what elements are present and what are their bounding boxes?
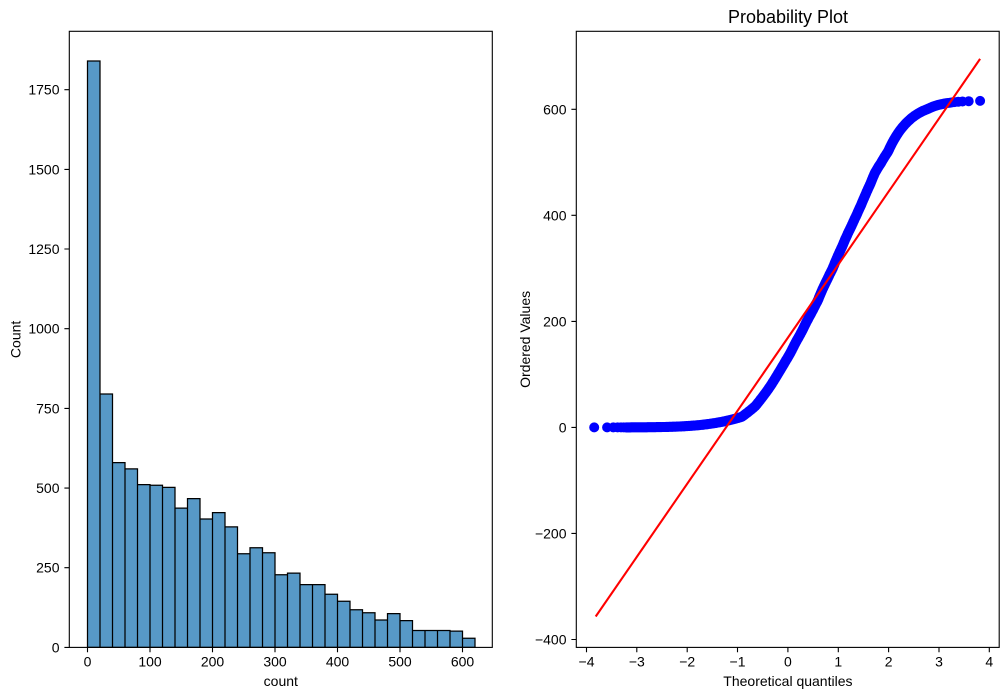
svg-text:500: 500 bbox=[36, 480, 60, 496]
svg-text:Theoretical quantiles: Theoretical quantiles bbox=[723, 673, 852, 689]
svg-text:500: 500 bbox=[388, 654, 412, 670]
svg-text:0: 0 bbox=[784, 654, 792, 670]
svg-text:Ordered Values: Ordered Values bbox=[517, 291, 533, 388]
svg-text:200: 200 bbox=[543, 313, 567, 329]
svg-text:100: 100 bbox=[138, 654, 162, 670]
svg-text:2: 2 bbox=[885, 654, 893, 670]
svg-text:600: 600 bbox=[543, 101, 567, 117]
svg-text:−3: −3 bbox=[629, 654, 645, 670]
svg-text:−1: −1 bbox=[730, 654, 746, 670]
svg-text:4: 4 bbox=[985, 654, 993, 670]
svg-text:750: 750 bbox=[36, 400, 60, 416]
svg-text:1750: 1750 bbox=[28, 82, 59, 98]
svg-text:600: 600 bbox=[451, 654, 475, 670]
svg-text:count: count bbox=[264, 673, 298, 689]
svg-text:0: 0 bbox=[52, 639, 60, 655]
svg-text:−200: −200 bbox=[535, 525, 567, 541]
svg-text:0: 0 bbox=[84, 654, 92, 670]
svg-text:−4: −4 bbox=[579, 654, 595, 670]
svg-text:1250: 1250 bbox=[28, 241, 59, 257]
svg-text:1: 1 bbox=[834, 654, 842, 670]
svg-text:400: 400 bbox=[326, 654, 350, 670]
svg-text:1500: 1500 bbox=[28, 161, 59, 177]
svg-text:Probability Plot: Probability Plot bbox=[728, 7, 848, 27]
svg-text:200: 200 bbox=[201, 654, 225, 670]
svg-text:300: 300 bbox=[263, 654, 287, 670]
svg-text:250: 250 bbox=[36, 560, 60, 576]
svg-text:Count: Count bbox=[8, 321, 24, 358]
svg-text:−400: −400 bbox=[535, 632, 567, 648]
svg-text:400: 400 bbox=[543, 207, 567, 223]
svg-text:0: 0 bbox=[559, 419, 567, 435]
svg-text:3: 3 bbox=[935, 654, 943, 670]
svg-text:1000: 1000 bbox=[28, 321, 59, 337]
svg-text:−2: −2 bbox=[679, 654, 695, 670]
